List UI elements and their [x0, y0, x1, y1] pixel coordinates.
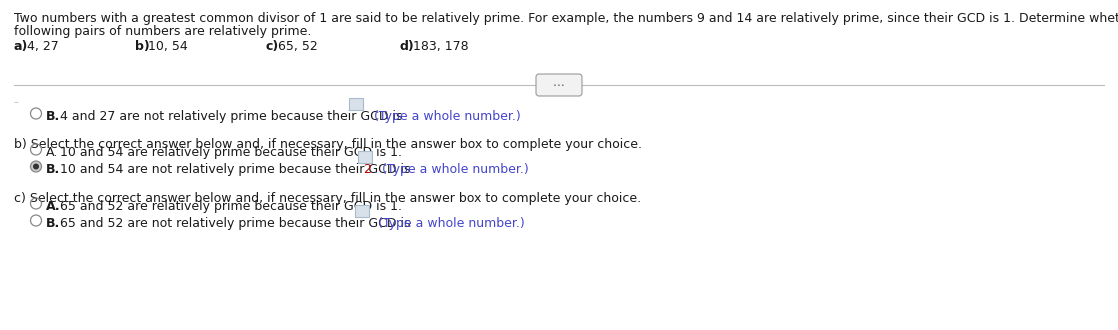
- Text: 4 and 27 are not relatively prime because their GCD is: 4 and 27 are not relatively prime becaus…: [60, 110, 402, 123]
- Text: –: –: [15, 97, 19, 107]
- Text: Two numbers with a greatest common divisor of 1 are said to be relatively prime.: Two numbers with a greatest common divis…: [15, 12, 1118, 25]
- Text: following pairs of numbers are relatively prime.: following pairs of numbers are relativel…: [15, 25, 312, 38]
- Text: c) Select the correct answer below and, if necessary, fill in the answer box to : c) Select the correct answer below and, …: [15, 192, 641, 205]
- Text: 65 and 52 are relatively prime because their GCD is 1.: 65 and 52 are relatively prime because t…: [60, 200, 402, 213]
- Text: 4, 27: 4, 27: [27, 40, 59, 53]
- Text: b) Select the correct answer below and, if necessary, fill in the answer box to : b) Select the correct answer below and, …: [15, 138, 642, 151]
- Text: A.: A.: [46, 200, 60, 213]
- Circle shape: [30, 161, 41, 172]
- Text: b): b): [135, 40, 150, 53]
- Text: 65, 52: 65, 52: [278, 40, 318, 53]
- Text: 65 and 52 are not relatively prime because their GCD is: 65 and 52 are not relatively prime becau…: [60, 217, 410, 230]
- Text: 10 and 54 are not relatively prime because their GCD is: 10 and 54 are not relatively prime becau…: [60, 163, 415, 176]
- Text: ⋯: ⋯: [553, 79, 565, 91]
- FancyBboxPatch shape: [536, 74, 582, 96]
- Text: 10 and 54 are relatively prime because their GCD is 1.: 10 and 54 are relatively prime because t…: [60, 146, 402, 159]
- Text: A.: A.: [46, 146, 58, 159]
- FancyBboxPatch shape: [358, 151, 372, 163]
- Text: B.: B.: [46, 217, 60, 230]
- Text: 2: 2: [363, 163, 371, 176]
- Text: 10, 54: 10, 54: [148, 40, 188, 53]
- Text: 183, 178: 183, 178: [413, 40, 468, 53]
- Circle shape: [34, 164, 38, 169]
- Text: a): a): [15, 40, 28, 53]
- Text: . (Type a whole number.): . (Type a whole number.): [373, 163, 529, 176]
- FancyBboxPatch shape: [349, 98, 363, 110]
- Text: B.: B.: [46, 163, 60, 176]
- Text: . (Type a whole number.): . (Type a whole number.): [370, 217, 525, 230]
- FancyBboxPatch shape: [354, 205, 369, 217]
- Text: d): d): [400, 40, 415, 53]
- Text: c): c): [265, 40, 278, 53]
- Text: B.: B.: [46, 110, 60, 123]
- Text: . (Type a whole number.): . (Type a whole number.): [367, 110, 521, 123]
